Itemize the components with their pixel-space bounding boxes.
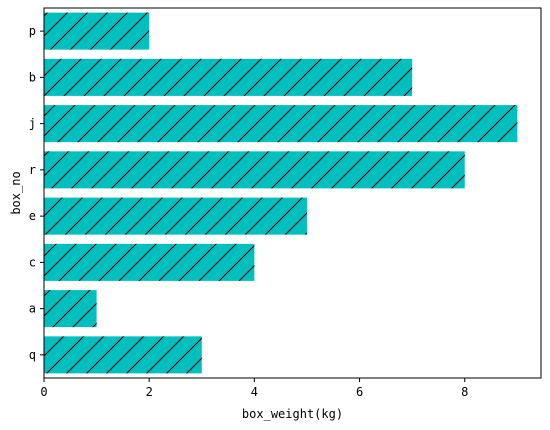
- y-tick-label: j: [29, 117, 36, 131]
- x-tick-label: 0: [40, 385, 47, 399]
- x-tick-label: 6: [356, 385, 363, 399]
- bar-hatch-b: [44, 58, 413, 96]
- bar-hatch-e: [44, 197, 307, 235]
- bar-hatch-q: [44, 336, 202, 374]
- y-tick-label: c: [29, 255, 36, 269]
- bars: [44, 12, 518, 374]
- y-tick-label: a: [29, 302, 36, 316]
- bar-hatch-p: [44, 12, 150, 50]
- y-tick-label: p: [29, 24, 36, 38]
- y-tick-label: r: [29, 163, 36, 177]
- y-tick-label: q: [29, 348, 36, 362]
- plot-frame: [43, 7, 542, 379]
- bar-hatch-r: [44, 151, 465, 189]
- x-axis: 0 2 4 6 8: [40, 378, 468, 399]
- x-tick-label: 8: [461, 385, 468, 399]
- x-tick-label: 4: [251, 385, 258, 399]
- bar-hatch-a: [44, 290, 97, 328]
- y-tick-label: b: [29, 70, 36, 84]
- y-axis-label: box_no: [9, 171, 23, 214]
- bar-hatch-j: [44, 105, 518, 143]
- x-axis-label: box_weight(kg): [242, 407, 343, 421]
- y-tick-label: e: [29, 209, 36, 223]
- y-axis: q a c e r j b p: [29, 24, 44, 362]
- x-tick-label: 2: [146, 385, 153, 399]
- bar-hatch-c: [44, 243, 255, 281]
